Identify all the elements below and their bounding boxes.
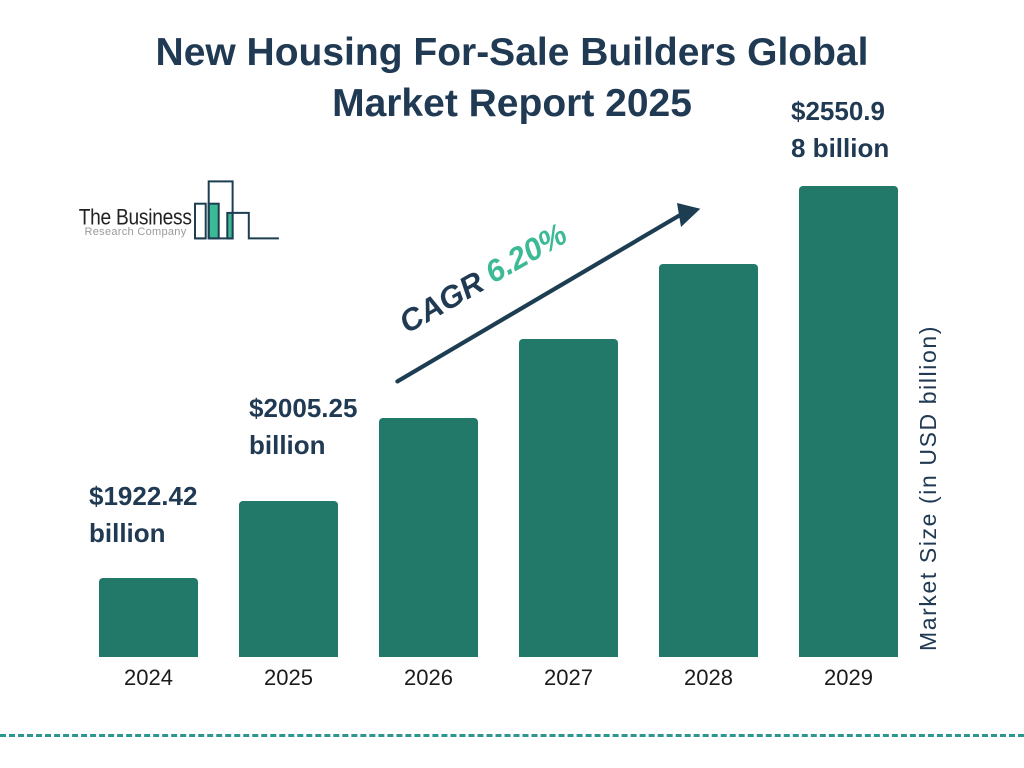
svg-text:Research Company: Research Company bbox=[85, 226, 187, 238]
